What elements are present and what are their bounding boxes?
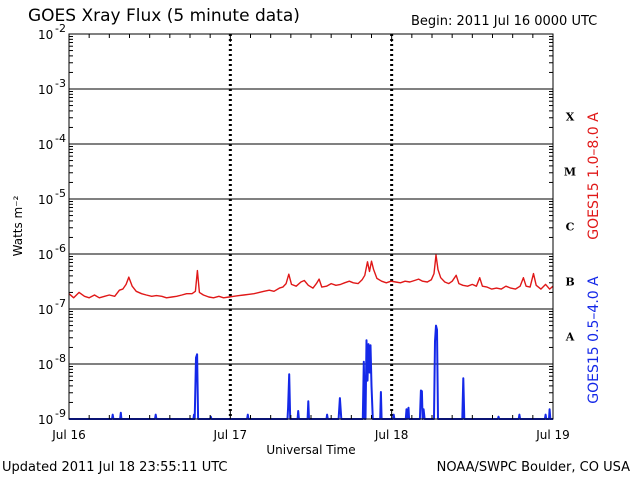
grid-layer	[69, 34, 553, 419]
plot-frame	[68, 33, 554, 420]
series-short-wave-line	[69, 324, 553, 420]
series-layer	[68, 254, 554, 420]
y-tick-exponent: -7	[55, 297, 66, 310]
series-label-long-wave: GOES15 1.0–8.0 A	[586, 112, 602, 240]
y-axis-label: Watts m⁻²	[11, 195, 25, 256]
y-tick-label: 10	[38, 413, 53, 427]
y-tick-label: 10	[38, 358, 53, 372]
y-tick-exponent: -6	[55, 242, 66, 255]
credit-label: NOAA/SWPC Boulder, CO USA	[436, 460, 630, 475]
x-tick-label: Jul 18	[374, 428, 409, 442]
y-tick-label: 10	[38, 193, 53, 207]
y-tick-label: 10	[38, 28, 53, 42]
series-label-short-wave: GOES15 0.5–4.0 A	[586, 276, 602, 404]
series-long-wave-line	[68, 254, 554, 299]
y-tick-label: 10	[38, 138, 53, 152]
y-tick-exponent: -2	[55, 22, 66, 35]
begin-time-label: Begin: 2011 Jul 16 0000 UTC	[411, 14, 598, 29]
y-tick-label: 10	[38, 303, 53, 317]
y-tick-exponent: -4	[55, 132, 66, 145]
y-tick-exponent: -9	[55, 407, 66, 420]
flare-class-label: M	[564, 166, 576, 179]
x-tick-label: Jul 16	[51, 428, 86, 442]
chart-title: GOES Xray Flux (5 minute data)	[28, 6, 300, 26]
x-axis-label: Universal Time	[266, 443, 355, 457]
ticks-layer	[68, 33, 554, 420]
flare-class-label: C	[566, 221, 575, 234]
flare-class-label: X	[566, 111, 575, 124]
updated-timestamp: Updated 2011 Jul 18 23:55:11 UTC	[2, 460, 228, 475]
y-tick-exponent: -8	[55, 352, 66, 365]
y-tick-label: 10	[38, 248, 53, 262]
flare-class-label: B	[565, 276, 574, 289]
y-tick-label: 10	[38, 83, 53, 97]
y-tick-exponent: -5	[55, 187, 66, 200]
flare-class-label: A	[565, 331, 575, 344]
y-tick-exponent: -3	[55, 77, 66, 90]
x-tick-label: Jul 19	[535, 428, 570, 442]
x-tick-label: Jul 17	[213, 428, 248, 442]
